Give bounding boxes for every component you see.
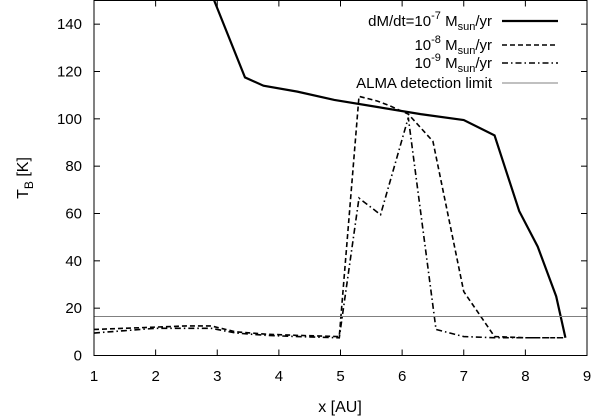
plot-area-group — [93, 0, 588, 356]
y-tick-label: 100 — [57, 111, 82, 128]
y-tick-label: 80 — [65, 158, 82, 175]
y-tick-label: 20 — [65, 300, 82, 317]
x-tick-label: 6 — [398, 368, 406, 385]
series-line-3 — [94, 117, 566, 339]
x-tick-label: 7 — [460, 368, 468, 385]
y-tick-label: 140 — [57, 16, 82, 33]
x-tick-label: 3 — [213, 368, 221, 385]
series-group — [94, 0, 587, 339]
plot-frame — [93, 0, 588, 356]
y-axis-label-group: TB [K] — [15, 157, 36, 199]
legend-label-1: dM/dt=10-7 Msun/yr — [368, 10, 492, 33]
x-tick-label: 1 — [90, 368, 98, 385]
y-ticks-group: 0 20 40 60 80 100 120 140 — [57, 16, 587, 365]
series-line-2 — [94, 95, 566, 339]
x-tick-label: 5 — [336, 368, 344, 385]
legend-label-4: ALMA detection limit — [356, 75, 493, 92]
series-line-1 — [213, 0, 567, 338]
y-tick-label: 40 — [65, 253, 82, 270]
x-tick-label: 8 — [521, 368, 529, 385]
legend-label-2: 10-8 Msun/yr — [414, 34, 492, 57]
x-tick-label: 2 — [151, 368, 159, 385]
x-tick-label: 9 — [583, 368, 591, 385]
legend-label-3: 10-9 Msun/yr — [414, 52, 492, 75]
x-axis-label: x [AU] — [318, 399, 362, 416]
y-tick-label: 120 — [57, 64, 82, 81]
x-tick-label: 4 — [275, 368, 283, 385]
y-tick-label: 0 — [74, 348, 82, 365]
x-ticks-group: 1 2 3 4 5 6 7 8 9 — [90, 0, 591, 385]
y-tick-label: 60 — [65, 206, 82, 223]
y-axis-label: TB [K] — [15, 157, 36, 199]
